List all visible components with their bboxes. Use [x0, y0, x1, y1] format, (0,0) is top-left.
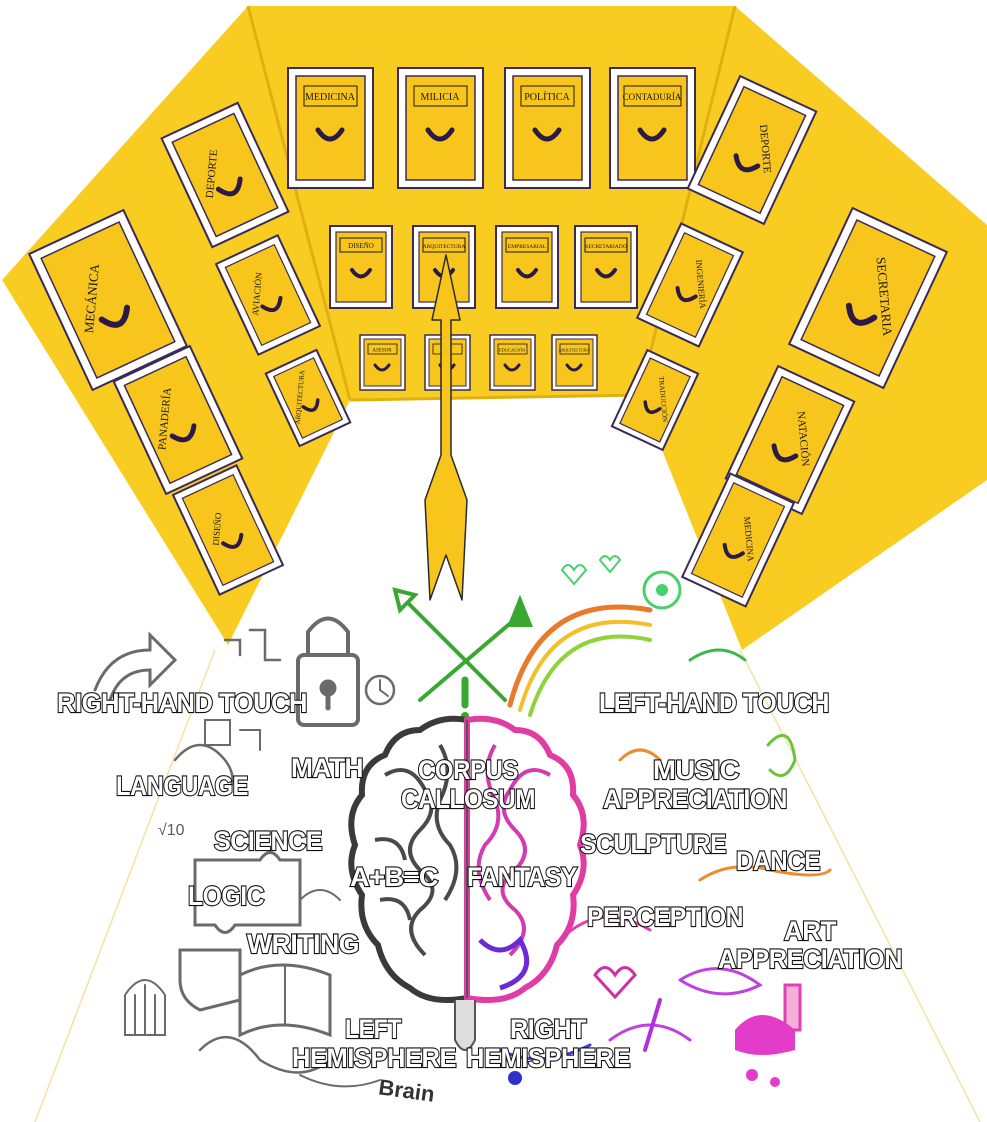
label-science: SCIENCE — [214, 826, 322, 856]
drawer: EDUCACIÓN — [489, 334, 536, 391]
label-art-appreciation: APPRECIATION — [718, 944, 902, 974]
brain-illustration — [348, 715, 587, 1051]
padlock-icon — [296, 653, 360, 727]
drawer-label: ASESOR — [372, 349, 392, 354]
label-corpus: CORPUS — [418, 755, 518, 785]
brain-labels: RIGHT-HAND TOUCH LEFT-HAND TOUCH LANGUAG… — [56, 687, 904, 1074]
right-brain-half — [464, 715, 587, 1003]
drawer-label: PANADERÍA — [156, 387, 173, 450]
label-math: MATH — [291, 753, 363, 783]
drawer-label: CONTADURÍA — [623, 92, 682, 102]
drawer-label: SECRETARIA — [874, 256, 896, 337]
drawer: MECÁNICA — [27, 208, 189, 392]
arrow-doodle-icon — [93, 631, 178, 702]
drawer: MEDICINA — [680, 472, 796, 608]
balloon-icon — [766, 733, 797, 778]
drawer: DISEÑO — [171, 464, 285, 596]
label-sculpture: SCULPTURE — [580, 829, 726, 859]
drawer: ASESOR — [359, 334, 406, 391]
label-right-hemisphere: HEMISPHERE — [466, 1043, 630, 1073]
brain-doodle-text: Brain — [377, 1074, 436, 1107]
label-logic: LOGIC — [188, 881, 264, 911]
label-writing: WRITING — [247, 929, 359, 959]
sqrt-doodle: √10 — [158, 822, 185, 839]
drawer-label: DEPORTE — [204, 149, 220, 199]
label-right-hand-touch: RIGHT-HAND TOUCH — [57, 688, 307, 718]
back-wall-drawers: MEDICINA MILICIA POLÍTICA CONTADURÍA — [287, 67, 696, 391]
label-language: LANGUAGE — [116, 771, 248, 801]
label-formula: A+B=C — [350, 862, 438, 892]
birdcage-icon — [124, 979, 166, 1036]
label-left-hand-touch: LEFT-HAND TOUCH — [599, 688, 829, 718]
drawer-label: TRADUCCIÓN — [657, 376, 669, 422]
drawer-label: AVIACIÓN — [250, 272, 264, 317]
book-icon — [238, 963, 332, 1038]
drawer: INGENIERÍA — [635, 222, 745, 348]
drawer: DISEÑO — [329, 225, 393, 309]
drawer-label: POLÍTICA — [524, 91, 570, 103]
label-music: MUSIC — [653, 755, 739, 785]
label-art: ART — [784, 916, 837, 946]
flower-icon — [642, 570, 682, 610]
drawer-label: ARQUITECTURA — [558, 348, 589, 353]
drawer: DEPORTE — [686, 74, 818, 226]
left-brain-half — [348, 715, 470, 1003]
drawer-label: EDUCACIÓN — [499, 348, 526, 353]
drawer: ARQUITECTURA — [264, 348, 352, 448]
drawer: AVIACIÓN — [214, 233, 322, 357]
left-hemisphere-doodles — [93, 616, 396, 1088]
drawer-label: ARQUITECTURA — [423, 244, 466, 250]
rainbow-icon — [507, 604, 653, 708]
label-perception: PERCEPTION — [587, 902, 743, 932]
drawer-label: NATACIÓN — [795, 411, 812, 467]
crossed-arrows-icon — [392, 587, 533, 720]
drawer-label: MEDICINA — [305, 92, 356, 103]
up-arrow-icon — [424, 254, 468, 601]
drawer: POLÍTICA — [504, 67, 591, 189]
drawer: CONTADURÍA — [609, 67, 696, 189]
clock-icon — [364, 674, 396, 706]
drawer: EMPRESARIAL — [495, 225, 559, 309]
drawer-label: SECRETARIADO — [585, 244, 626, 250]
label-left: LEFT — [345, 1014, 402, 1044]
drawer: DEPORTE — [160, 101, 290, 249]
drawer: TRADUCCIÓN — [610, 348, 700, 452]
left-wall-drawers: DEPORTE MECÁNICA AVIACIÓN ARQUITECTURA P… — [27, 101, 352, 596]
drawer-label: EMPRESARIAL — [508, 244, 547, 250]
drawer-label: MILICIA — [421, 92, 461, 103]
label-callosum: CALLOSUM — [401, 784, 535, 814]
right-hemisphere-doodles — [498, 555, 832, 1087]
drawer-label: MEDICINA — [742, 516, 756, 562]
label-music-appreciation: APPRECIATION — [603, 784, 787, 814]
label-right: RIGHT — [510, 1014, 587, 1044]
drawer: PANADERÍA — [112, 344, 244, 496]
drawer-label: DISEÑO — [348, 242, 374, 250]
drawer: SECRETARIA — [787, 206, 949, 390]
heart-icon — [593, 966, 637, 1000]
paintbrush-icon — [783, 983, 802, 1032]
drawer-label: DISEÑO — [211, 512, 224, 546]
drawer: SECRETARIADO — [574, 225, 638, 309]
drawer-label: DEPORTE — [757, 124, 773, 174]
drawer: MILICIA — [397, 67, 484, 189]
label-dance: DANCE — [736, 846, 820, 876]
right-wall-drawers: DEPORTE INGENIERÍA SECRETARIA TRADUCCIÓN… — [610, 74, 949, 608]
puzzle-icon — [193, 851, 302, 934]
label-left-hemisphere: HEMISPHERE — [292, 1043, 456, 1073]
drawer: ARQUITECTURA — [551, 334, 598, 391]
drawer: MEDICINA — [287, 67, 374, 189]
drawer-label: MECÁNICA — [81, 263, 102, 334]
floor-lines — [34, 649, 981, 1122]
label-fantasy: FANTASY — [467, 862, 577, 892]
